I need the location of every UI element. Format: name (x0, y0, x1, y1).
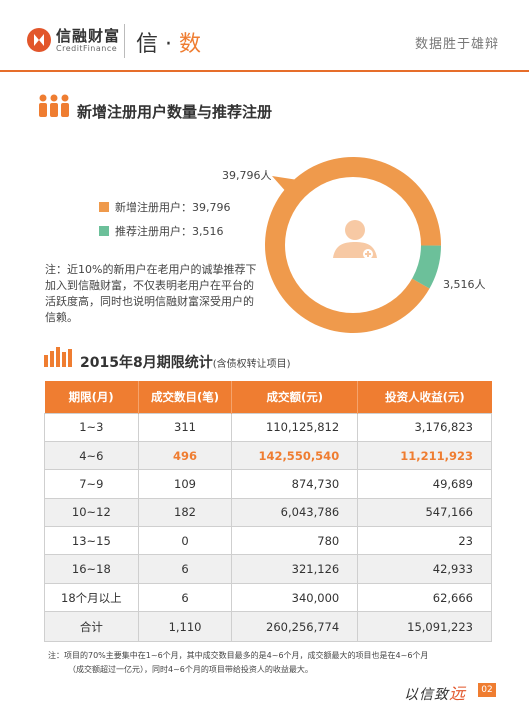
cell-earnings: 23 (357, 526, 492, 556)
users-donut-chart (265, 157, 441, 333)
cell-count: 6 (137, 582, 233, 613)
column-header-term: 期限(月) (44, 381, 139, 413)
cell-amount: 260,256,774 (231, 611, 359, 643)
chart-legend: 新增注册用户：39,796 推荐注册用户：3,516 (99, 197, 231, 245)
cell-term: 合计 (44, 611, 139, 643)
footer-slogan-accent: 远 (449, 684, 467, 703)
user-add-icon (333, 220, 377, 259)
callout-pointer-new (272, 176, 298, 194)
label-new-users: 39,796人 (222, 169, 272, 182)
page-number: 02 (478, 683, 496, 697)
column-header-earnings: 投资人收益(元) (357, 381, 492, 413)
table-row: 10~12 182 6,043,786 547,166 (44, 497, 492, 528)
cell-count: 6 (137, 554, 233, 584)
table-note-line2: （成交额超过一亿元），同时4~6个月的项目带给投资人的收益最大。 (68, 665, 313, 674)
logo-icon (27, 28, 51, 52)
cell-earnings: 3,176,823 (357, 412, 492, 442)
footer-slogan-main: 以信致 (404, 687, 449, 703)
page-title-main: 信 · (136, 32, 179, 57)
cell-earnings: 42,933 (357, 554, 492, 584)
cell-term: 18个月以上 (44, 582, 139, 613)
cell-amount: 321,126 (231, 554, 359, 584)
cell-earnings: 11,211,923 (357, 440, 492, 471)
cell-amount: 340,000 (231, 582, 359, 613)
column-header-count: 成交数目(笔) (138, 381, 233, 413)
legend-item-referred-users: 推荐注册用户：3,516 (99, 221, 231, 241)
term-stats-table: 期限(月) 成交数目(笔) 成交额(元) 投资人收益(元) 1~3 311 11… (44, 381, 492, 643)
column-header-amount: 成交额(元) (231, 381, 359, 413)
users-note: 注：近10%的新用户在老用户的诚挚推荐下加入到信融财富，不仅表明老用户在平台的活… (45, 263, 257, 324)
section-title-terms-main: 2015年8月期限统计 (80, 355, 213, 371)
bar-chart-icon (44, 345, 74, 371)
table-row: 16~18 6 321,126 42,933 (44, 554, 492, 584)
section-title-terms: 2015年8月期限统计(含债权转让项目) (80, 352, 291, 372)
table-note-line1: 注：项目的70%主要集中在1~6个月，其中成交数目最多的是4~6个月，成交额最大… (48, 651, 429, 660)
logo-text-cn: 信融财富 (56, 27, 121, 45)
users-group-icon (37, 93, 71, 127)
legend-label-new-users: 新增注册用户：39,796 (115, 201, 231, 214)
cell-term: 10~12 (44, 497, 139, 528)
table-total-row: 合计 1,110 260,256,774 15,091,223 (44, 611, 492, 643)
logo-text-en: CreditFinance (56, 44, 118, 53)
cell-earnings: 49,689 (357, 469, 492, 499)
table-note: 注：项目的70%主要集中在1~6个月，其中成交数目最多的是4~6个月，成交额最大… (48, 649, 428, 677)
slogan: 数据胜于雄辩 (414, 37, 499, 52)
table-row: 18个月以上 6 340,000 62,666 (44, 582, 492, 613)
page-title-accent: 数 (178, 32, 201, 57)
header-divider (124, 24, 125, 58)
section-title-terms-sub: (含债权转让项目) (212, 359, 291, 370)
cell-term: 4~6 (44, 440, 139, 471)
header-rule (0, 70, 529, 72)
cell-term: 7~9 (44, 469, 139, 499)
cell-count: 311 (137, 412, 233, 442)
footer-slogan: 以信致远 (404, 680, 466, 704)
cell-term: 1~3 (44, 412, 139, 442)
label-referred-users: 3,516人 (443, 278, 486, 291)
legend-swatch-new-users (99, 202, 109, 212)
table-header-row: 期限(月) 成交数目(笔) 成交额(元) 投资人收益(元) (44, 381, 492, 413)
table-row: 1~3 311 110,125,812 3,176,823 (44, 412, 492, 442)
cell-amount: 780 (231, 526, 359, 556)
cell-amount: 6,043,786 (231, 497, 359, 528)
legend-label-referred-users: 推荐注册用户：3,516 (115, 225, 224, 238)
cell-amount: 110,125,812 (231, 412, 359, 442)
cell-earnings: 547,166 (357, 497, 492, 528)
cell-amount: 142,550,540 (231, 440, 359, 471)
cell-count: 109 (137, 469, 233, 499)
cell-count: 1,110 (137, 611, 233, 643)
legend-item-new-users: 新增注册用户：39,796 (99, 197, 231, 217)
cell-term: 16~18 (44, 554, 139, 584)
table-row: 4~6 496 142,550,540 11,211,923 (44, 440, 492, 471)
cell-count: 182 (137, 497, 233, 528)
legend-swatch-referred-users (99, 226, 109, 236)
cell-count: 0 (137, 526, 233, 556)
cell-amount: 874,730 (231, 469, 359, 499)
section-title-users: 新增注册用户数量与推荐注册 (77, 103, 273, 121)
table-row: 13~15 0 780 23 (44, 526, 492, 556)
cell-earnings: 15,091,223 (357, 611, 492, 643)
cell-earnings: 62,666 (357, 582, 492, 613)
cell-count: 496 (137, 440, 233, 471)
page-title: 信 · 数 (136, 26, 201, 58)
page-header: 信融财富 CreditFinance 信 · 数 数据胜于雄辩 (0, 0, 529, 84)
cell-term: 13~15 (44, 526, 139, 556)
table-row: 7~9 109 874,730 49,689 (44, 469, 492, 499)
